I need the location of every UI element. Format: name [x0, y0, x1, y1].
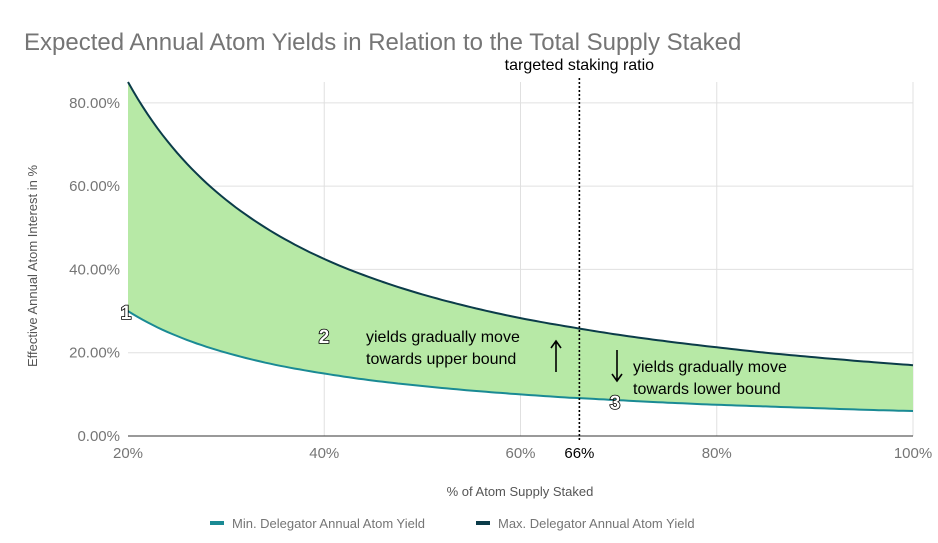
reference-line-label: targeted staking ratio [505, 57, 655, 74]
annotation-badge-1: 1 [121, 303, 132, 324]
annotation-badge-3: 3 [610, 393, 621, 414]
y-axis-ticks: 0.00% 20.00% 40.00% 60.00% 80.00% [69, 95, 120, 445]
x-axis-ticks: 20% 40% 60% 66% 80% 100% [113, 445, 932, 462]
legend-label-max: Max. Delegator Annual Atom Yield [498, 516, 695, 531]
arrow-up-icon [550, 339, 562, 372]
annotation-text-3-line-2: towards lower bound [633, 381, 781, 398]
annotation-text-3-line-1: yields gradually move [633, 359, 787, 376]
x-tick-label: 20% [113, 445, 143, 462]
yield-band-area [128, 82, 913, 411]
reference-line-group: targeted staking ratio [505, 57, 655, 440]
x-axis-label: % of Atom Supply Staked [447, 484, 594, 499]
legend-label-min: Min. Delegator Annual Atom Yield [232, 516, 425, 531]
legend-swatch-max [476, 521, 490, 525]
series-line-max-yield [127, 81, 914, 367]
annotation-badge-2: 2 [319, 327, 330, 348]
arrow-down-icon [611, 350, 623, 383]
y-tick-label: 40.00% [69, 261, 120, 278]
annotation-text-2-line-2: towards upper bound [366, 351, 516, 368]
annotations: 1 2 yields gradually move towards upper bou… [120, 302, 787, 415]
chart-title: Expected Annual Atom Yields in Relation … [24, 29, 741, 56]
y-tick-label: 80.00% [69, 95, 120, 112]
x-tick-label: 80% [702, 445, 732, 462]
yield-band [128, 82, 913, 411]
x-tick-label: 60% [505, 445, 535, 462]
series-lines [127, 81, 914, 412]
x-tick-label: 100% [894, 445, 932, 462]
legend-swatch-min [210, 521, 224, 525]
y-axis-label: Effective Annual Atom Interest in % [25, 165, 40, 368]
x-tick-label-reference: 66% [564, 445, 594, 462]
x-tick-label: 40% [309, 445, 339, 462]
y-tick-label: 0.00% [77, 428, 120, 445]
y-tick-label: 60.00% [69, 178, 120, 195]
legend: Min. Delegator Annual Atom Yield Max. Del… [210, 516, 695, 531]
annotation-text-2-line-1: yields gradually move [366, 329, 520, 346]
series-line-min-yield [127, 310, 914, 412]
y-tick-label: 20.00% [69, 345, 120, 362]
